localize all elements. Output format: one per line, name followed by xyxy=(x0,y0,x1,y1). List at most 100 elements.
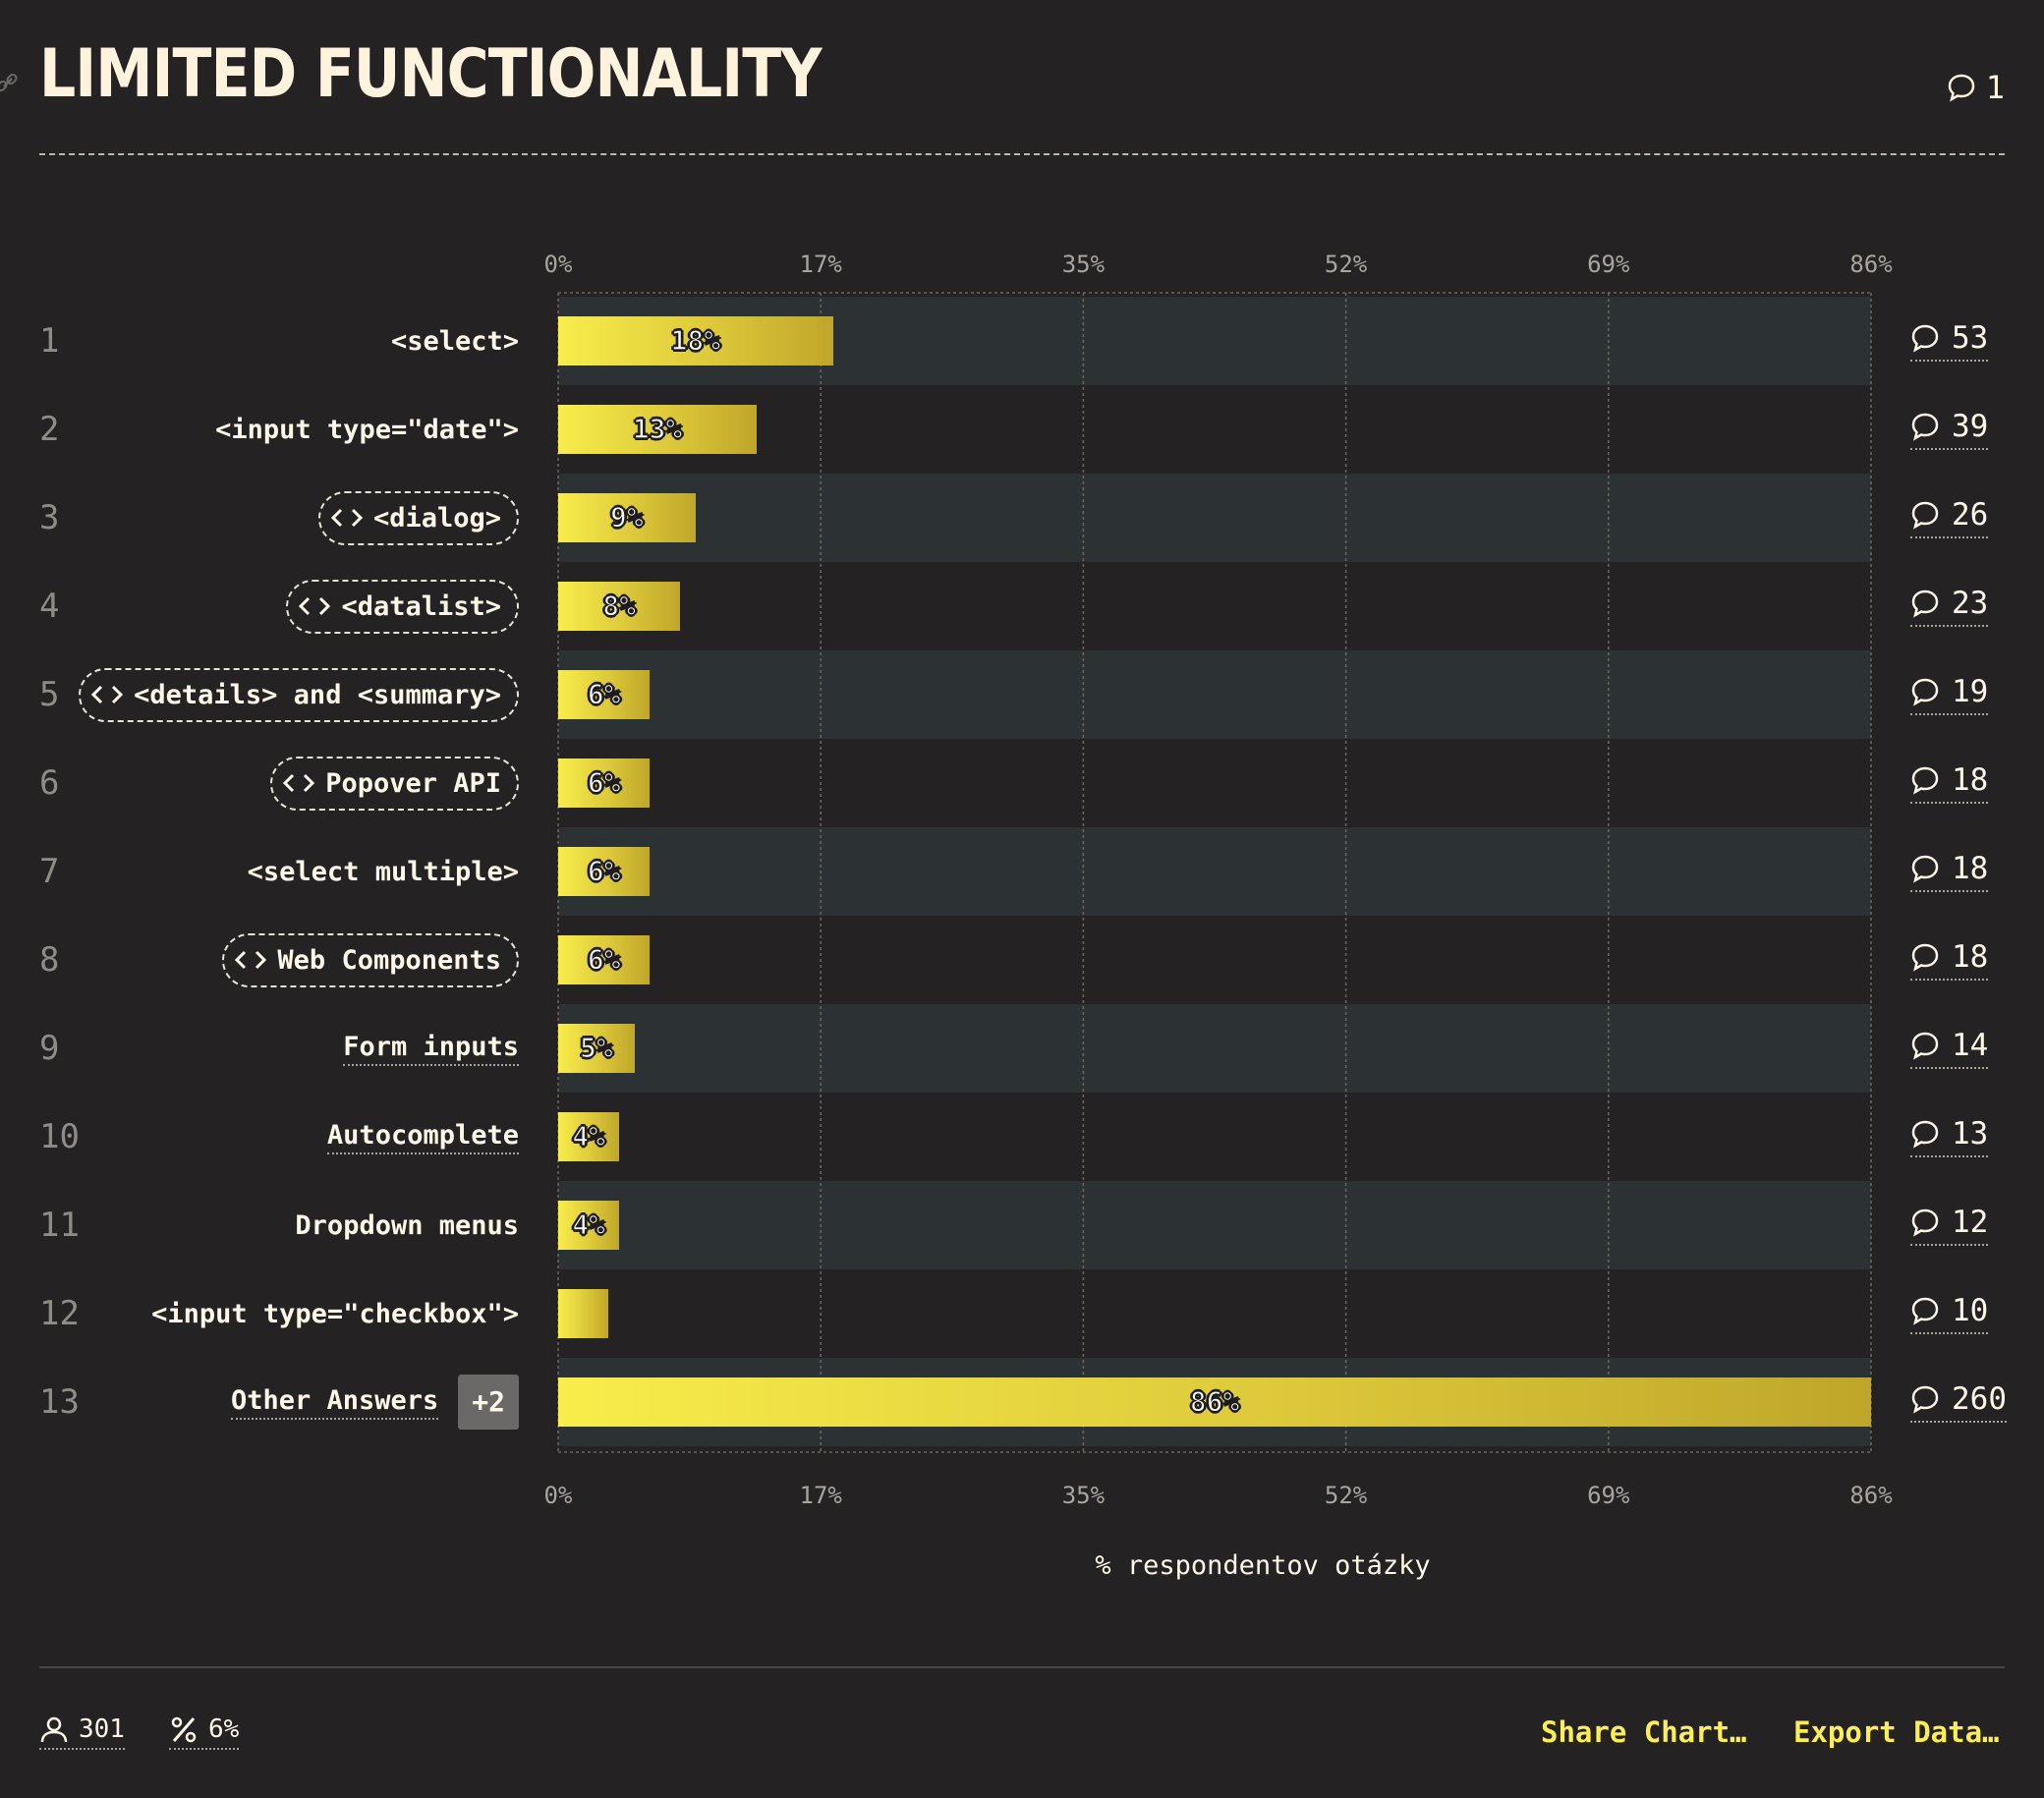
bar-value-label: 6% xyxy=(587,765,621,800)
row-rank: 8 xyxy=(39,940,60,980)
bar[interactable] xyxy=(558,582,681,631)
bar[interactable] xyxy=(558,670,651,719)
row-comments-button[interactable]: 12 xyxy=(1910,1181,1989,1269)
row-band xyxy=(558,474,1871,562)
row-comments: 260 xyxy=(1910,1381,2007,1423)
row-label-text: <dialog> xyxy=(372,502,501,534)
comment-bubble-icon xyxy=(1911,1385,1939,1414)
code-brackets-icon xyxy=(299,596,331,616)
code-brackets-icon xyxy=(330,508,364,528)
row-label[interactable]: Autocomplete xyxy=(326,1120,519,1154)
row-comments-button[interactable]: 26 xyxy=(1910,474,1989,562)
row-comments: 39 xyxy=(1910,409,1989,450)
bar[interactable] xyxy=(558,1377,1871,1427)
row-label[interactable]: <dialog> xyxy=(317,490,519,545)
export-data-button[interactable]: Export Data… xyxy=(1793,1715,2000,1749)
comment-bubble-icon xyxy=(1948,74,1974,102)
x-tick-label: 86% xyxy=(1849,251,1893,278)
bar[interactable] xyxy=(558,847,651,896)
row-comments-button[interactable]: 18 xyxy=(1910,916,1989,1004)
row-label: <select> xyxy=(390,325,519,357)
bar-value-label: 4% xyxy=(571,1119,605,1153)
x-tick-label: 35% xyxy=(1061,1482,1106,1509)
row-rank: 5 xyxy=(39,675,60,714)
row-label-text: <datalist> xyxy=(341,590,501,622)
bar-value-label: 18% xyxy=(670,323,721,358)
row-rank: 4 xyxy=(39,587,60,626)
respondents-stat[interactable]: 301 xyxy=(39,1714,125,1750)
bar[interactable] xyxy=(558,1201,620,1250)
percent-icon xyxy=(171,1716,197,1743)
bar[interactable] xyxy=(558,1024,635,1073)
row-comment-count: 53 xyxy=(1952,320,1989,356)
x-tick-label: 69% xyxy=(1587,1482,1630,1509)
row-comment-count: 18 xyxy=(1952,762,1989,798)
row-label-text: Web Components xyxy=(277,944,501,976)
header-comment-count: 1 xyxy=(1985,69,2005,106)
x-tick-label: 52% xyxy=(1324,251,1368,278)
row-comments-button[interactable]: 53 xyxy=(1910,297,1989,385)
more-answers-badge[interactable]: +2 xyxy=(458,1375,519,1430)
row-comment-count: 13 xyxy=(1952,1116,1989,1152)
row-comments-button[interactable]: 18 xyxy=(1910,739,1989,827)
row-label[interactable]: Popover API xyxy=(270,756,519,811)
row-comments: 18 xyxy=(1910,939,1989,981)
row-label-group: Web Components xyxy=(222,916,519,1004)
row-label[interactable]: <details> and <summary> xyxy=(79,667,519,722)
row-comment-count: 39 xyxy=(1952,409,1989,444)
row-label[interactable]: Other Answers xyxy=(230,1385,439,1420)
row-comments-button[interactable]: 14 xyxy=(1910,1004,1989,1093)
row-comments-button[interactable]: 260 xyxy=(1910,1358,2007,1446)
row-label-text: Popover API xyxy=(325,767,501,799)
bar[interactable] xyxy=(558,316,833,365)
comment-bubble-icon xyxy=(1911,1120,1939,1149)
row-comments-button[interactable]: 39 xyxy=(1910,385,1989,474)
respondents-count: 301 xyxy=(79,1714,125,1744)
row-label-group: <details> and <summary> xyxy=(79,650,519,739)
bar-value-label: 4% xyxy=(571,1208,605,1242)
row-comments-button[interactable]: 23 xyxy=(1910,562,1989,650)
bar-chart: 0% 0% 17% 17% 35% 35% 52% 52% 69% 69% 86% 86% 1 <sele… xyxy=(39,251,2007,1509)
row-rank: 12 xyxy=(39,1294,80,1333)
row-comment-count: 18 xyxy=(1952,851,1989,886)
row-label[interactable]: Form inputs xyxy=(343,1032,519,1066)
percent-stat[interactable]: 6% xyxy=(169,1714,240,1750)
comment-bubble-icon xyxy=(1911,501,1939,530)
header-comments-button[interactable]: 1 xyxy=(1947,69,2005,106)
row-comments: 10 xyxy=(1910,1293,1989,1334)
bar[interactable] xyxy=(558,405,757,454)
row-comments-button[interactable]: 19 xyxy=(1910,650,1989,739)
row-rank: 1 xyxy=(39,321,60,361)
row-comment-count: 12 xyxy=(1952,1205,1989,1240)
row-comments-button[interactable]: 13 xyxy=(1910,1093,1989,1181)
row-label[interactable]: <datalist> xyxy=(286,579,519,634)
row-comments: 53 xyxy=(1910,320,1989,362)
footer-divider xyxy=(39,1666,2005,1668)
page-title: LIMITED FUNCTIONALITY xyxy=(39,35,823,113)
row-label-group: <select multiple> xyxy=(248,827,519,916)
row-rank: 6 xyxy=(39,763,60,803)
comment-bubble-icon xyxy=(1911,766,1939,795)
comment-bubble-icon xyxy=(1911,1208,1939,1237)
row-band xyxy=(558,1181,1871,1269)
link-icon[interactable] xyxy=(0,71,18,96)
header-divider xyxy=(39,153,2005,155)
row-comments: 23 xyxy=(1910,586,1989,627)
bar[interactable] xyxy=(558,935,651,984)
bar[interactable] xyxy=(558,1289,609,1338)
row-comment-count: 14 xyxy=(1952,1028,1989,1063)
row-comments-button[interactable]: 10 xyxy=(1910,1269,1989,1358)
bar[interactable] xyxy=(558,493,696,542)
row-label[interactable]: Web Components xyxy=(222,932,519,987)
row-comments-button[interactable]: 18 xyxy=(1910,827,1989,916)
bar[interactable] xyxy=(558,759,651,808)
bar-value-label: 8% xyxy=(602,589,637,623)
x-tick-label: 0% xyxy=(543,1482,573,1509)
comment-bubble-icon xyxy=(1911,678,1939,706)
bar-value-label: 6% xyxy=(587,942,621,977)
share-chart-button[interactable]: Share Chart… xyxy=(1541,1715,1747,1749)
x-tick-label: 0% xyxy=(543,251,573,278)
bar[interactable] xyxy=(558,1112,620,1161)
row-label-group: <input type="date"> xyxy=(215,385,519,474)
row-comment-count: 260 xyxy=(1952,1381,2007,1417)
